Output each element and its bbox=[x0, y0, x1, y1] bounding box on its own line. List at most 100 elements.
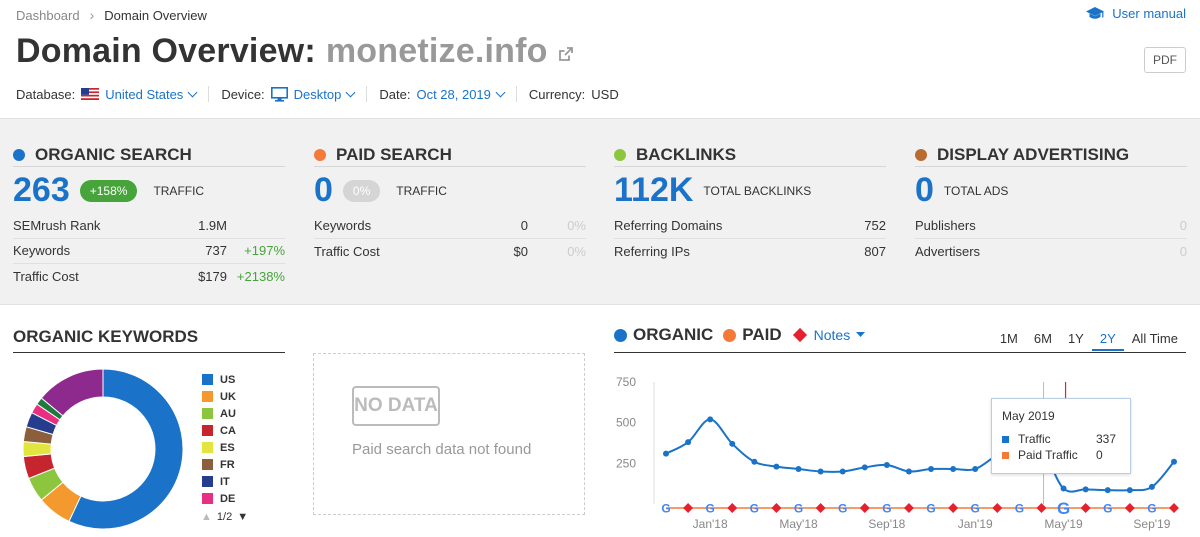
paid-search-title: PAID SEARCH bbox=[336, 144, 452, 164]
display-advertising-header[interactable]: DISPLAY ADVERTISING bbox=[915, 143, 1187, 167]
organic-point-Jun'19[interactable] bbox=[1082, 486, 1089, 493]
organic-point-Oct'19[interactable] bbox=[1171, 458, 1177, 465]
range-2y[interactable]: 2Y bbox=[1091, 331, 1124, 351]
pdf-button[interactable]: PDF bbox=[1144, 47, 1186, 73]
metric-value[interactable]: 752 bbox=[864, 217, 886, 233]
metric-value[interactable]: $179 bbox=[198, 269, 227, 285]
notes-dropdown[interactable]: Notes bbox=[792, 327, 866, 343]
breadcrumb-dashboard-link[interactable]: Dashboard bbox=[16, 7, 80, 23]
organic-point-Jan'19[interactable] bbox=[972, 466, 979, 473]
legend-item-it[interactable]: IT bbox=[202, 473, 236, 490]
note-diamond-icon[interactable] bbox=[727, 503, 738, 513]
organic-point-May'19[interactable] bbox=[1060, 485, 1067, 492]
organic-point-Nov'17[interactable] bbox=[663, 450, 669, 457]
legend-item-es[interactable]: ES bbox=[202, 439, 236, 456]
external-link-icon[interactable] bbox=[558, 46, 574, 62]
organic-keywords-donut-chart[interactable] bbox=[20, 366, 186, 532]
metric-value[interactable]: 807 bbox=[864, 243, 886, 259]
organic-point-Apr'18[interactable] bbox=[773, 463, 780, 470]
range-1m[interactable]: 1M bbox=[999, 331, 1018, 346]
google-update-icon[interactable]: G bbox=[1147, 502, 1156, 516]
legend-item-fr[interactable]: FR bbox=[202, 456, 236, 473]
database-select[interactable]: United States bbox=[105, 87, 198, 102]
metric-value[interactable]: 1.9M bbox=[198, 217, 227, 233]
metric-value[interactable]: $0 bbox=[513, 243, 528, 259]
paid-search-header[interactable]: PAID SEARCH bbox=[314, 143, 586, 167]
divider bbox=[13, 352, 285, 353]
note-diamond-icon[interactable] bbox=[948, 503, 959, 513]
organic-point-Jun'18[interactable] bbox=[817, 468, 824, 475]
organic-point-Jan'18[interactable] bbox=[707, 416, 714, 423]
metric-value[interactable]: 737 bbox=[205, 243, 227, 259]
google-update-icon[interactable]: G bbox=[926, 502, 935, 516]
triangle-up-icon[interactable]: ▲ bbox=[201, 511, 212, 523]
metric-value[interactable]: 0 bbox=[520, 217, 528, 233]
google-update-icon[interactable]: G bbox=[661, 502, 670, 516]
range-6m[interactable]: 6M bbox=[1033, 331, 1052, 346]
note-diamond-icon[interactable] bbox=[1169, 503, 1179, 513]
google-update-icon[interactable]: G bbox=[1103, 502, 1112, 516]
note-diamond-icon[interactable] bbox=[904, 503, 914, 513]
organic-point-May'18[interactable] bbox=[795, 466, 802, 473]
legend-item-au[interactable]: AU bbox=[202, 405, 236, 422]
note-diamond-icon[interactable] bbox=[1036, 503, 1047, 513]
google-update-icon[interactable]: G bbox=[838, 502, 847, 516]
legend-item-ca[interactable]: CA bbox=[202, 422, 236, 439]
display-ads-value[interactable]: 0 bbox=[915, 171, 934, 209]
note-diamond-icon[interactable] bbox=[1124, 503, 1135, 513]
divider bbox=[208, 86, 210, 102]
organic-point-Jul'19[interactable] bbox=[1104, 487, 1111, 494]
date-select[interactable]: Oct 28, 2019 bbox=[416, 87, 506, 102]
legend-item-de[interactable]: DE bbox=[202, 490, 236, 507]
organic-point-Oct'18[interactable] bbox=[905, 468, 912, 475]
legend-paid[interactable]: PAID bbox=[723, 325, 782, 345]
google-update-icon[interactable]: G bbox=[971, 502, 980, 516]
summary-panel: ORGANIC SEARCH 263 +158% TRAFFIC SEMrush… bbox=[0, 118, 1200, 305]
organic-dot-icon bbox=[614, 328, 627, 342]
google-update-icon[interactable]: G bbox=[794, 502, 803, 516]
note-diamond-icon[interactable] bbox=[771, 503, 782, 513]
organic-point-Nov'18[interactable] bbox=[928, 466, 935, 473]
device-select[interactable]: Desktop bbox=[294, 87, 356, 102]
note-diamond-icon[interactable] bbox=[815, 503, 826, 513]
range-all-time[interactable]: All Time bbox=[1131, 331, 1178, 346]
organic-point-Dec'17[interactable] bbox=[685, 439, 692, 446]
organic-point-Aug'19[interactable] bbox=[1126, 487, 1133, 494]
google-update-icon[interactable]: G bbox=[1015, 502, 1024, 516]
legend-organic[interactable]: ORGANIC bbox=[614, 325, 713, 345]
note-diamond-icon[interactable] bbox=[859, 503, 870, 513]
backlinks-label: TOTAL BACKLINKS bbox=[703, 183, 812, 198]
organic-point-Dec'18[interactable] bbox=[950, 466, 957, 473]
note-diamond-icon[interactable] bbox=[992, 503, 1003, 513]
traffic-chart-legend: ORGANIC PAID Notes bbox=[614, 325, 866, 345]
range-1y[interactable]: 1Y bbox=[1067, 331, 1084, 346]
user-manual-link[interactable]: User manual bbox=[1086, 6, 1186, 21]
paid-traffic-value[interactable]: 0 bbox=[314, 171, 333, 209]
backlinks-header[interactable]: BACKLINKS bbox=[614, 143, 886, 167]
organic-point-Jul'18[interactable] bbox=[839, 468, 846, 475]
organic-point-Sep'19[interactable] bbox=[1148, 483, 1155, 490]
donut-slice-us[interactable] bbox=[68, 368, 184, 530]
legend-item-us[interactable]: US bbox=[202, 371, 236, 388]
organic-point-Aug'18[interactable] bbox=[861, 464, 868, 471]
google-update-icon[interactable]: G bbox=[882, 502, 891, 516]
organic-point-Feb'18[interactable] bbox=[729, 440, 736, 447]
google-update-icon[interactable]: G bbox=[750, 502, 759, 516]
backlinks-value[interactable]: 112K bbox=[614, 171, 694, 209]
donut-slice-other2[interactable] bbox=[40, 368, 104, 417]
organic-search-header[interactable]: ORGANIC SEARCH bbox=[13, 143, 285, 167]
google-update-icon[interactable]: G bbox=[706, 502, 715, 516]
legend-page-number: 1/2 bbox=[216, 511, 233, 523]
organic-point-Sep'18[interactable] bbox=[883, 461, 890, 468]
triangle-down-icon[interactable]: ▼ bbox=[237, 511, 249, 523]
organic-traffic-value[interactable]: 263 bbox=[13, 171, 70, 209]
time-range-selector: 1M 6M 1Y 2Y All Time bbox=[992, 331, 1186, 351]
organic-point-Mar'18[interactable] bbox=[751, 458, 758, 465]
note-diamond-icon[interactable] bbox=[683, 503, 694, 513]
organic-keywords-title[interactable]: ORGANIC KEYWORDS bbox=[13, 327, 199, 346]
legend-label: US bbox=[220, 373, 236, 386]
google-update-icon[interactable]: G bbox=[1057, 499, 1070, 518]
note-diamond-icon[interactable] bbox=[1080, 503, 1091, 513]
legend-item-uk[interactable]: UK bbox=[202, 388, 236, 405]
